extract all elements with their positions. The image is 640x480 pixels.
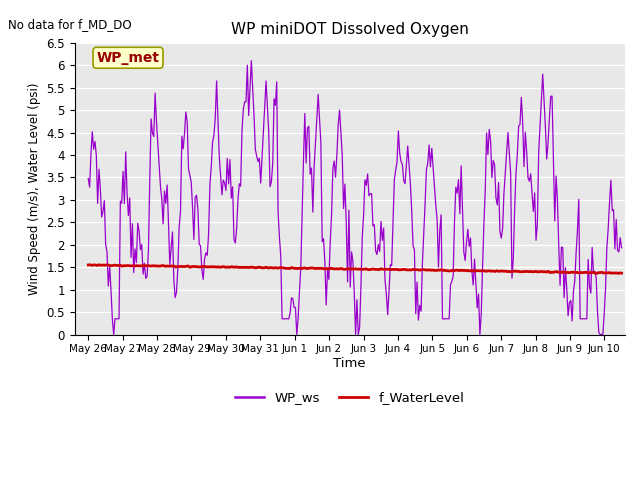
Text: WP_met: WP_met	[97, 51, 159, 65]
Title: WP miniDOT Dissolved Oxygen: WP miniDOT Dissolved Oxygen	[231, 23, 468, 37]
Text: No data for f_MD_DO: No data for f_MD_DO	[8, 18, 132, 31]
X-axis label: Time: Time	[333, 357, 366, 370]
Y-axis label: Wind Speed (m/s), Water Level (psi): Wind Speed (m/s), Water Level (psi)	[28, 83, 40, 295]
Legend: WP_ws, f_WaterLevel: WP_ws, f_WaterLevel	[229, 386, 470, 409]
